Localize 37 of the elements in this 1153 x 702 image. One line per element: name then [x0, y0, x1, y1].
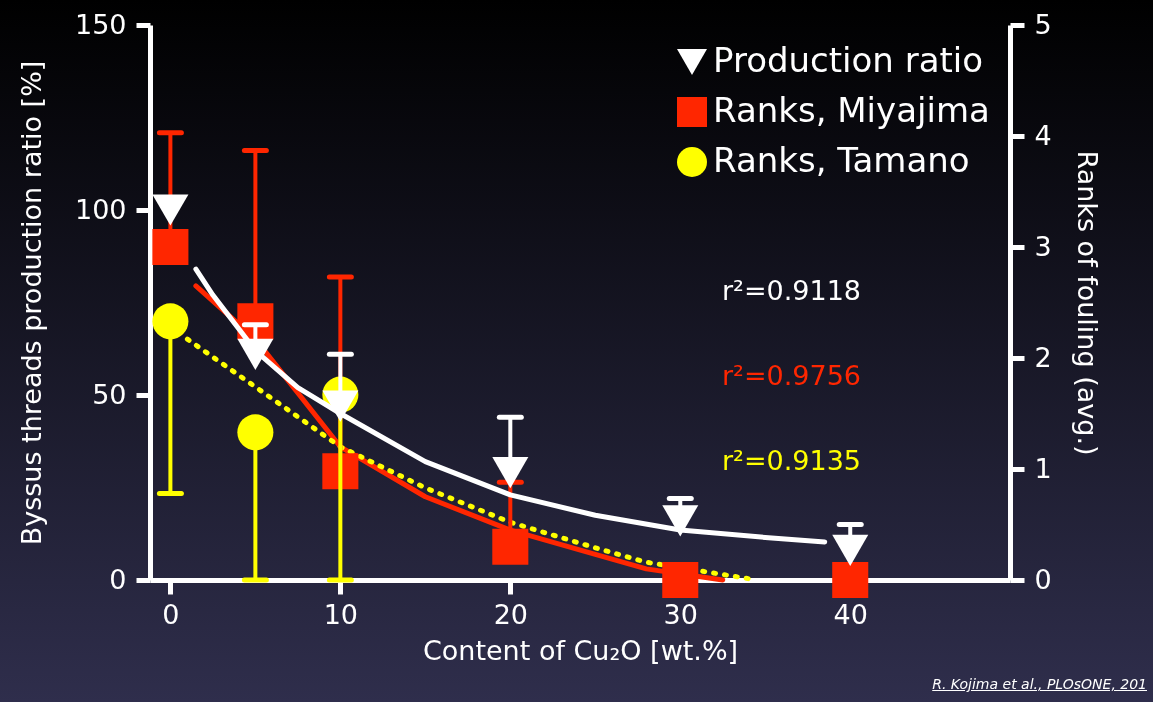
x-tick-label: 40: [833, 598, 868, 630]
annotation: r²=0.9118: [722, 275, 862, 306]
legend-label: Production ratio: [713, 40, 984, 80]
point: [662, 561, 699, 599]
y2-tick-label: 4: [1034, 119, 1052, 151]
y-axis-title: Byssus threads production ratio [%]: [15, 60, 47, 546]
point: [492, 528, 529, 565]
point: [832, 561, 869, 599]
legend-label: Ranks, Tamano: [713, 140, 970, 180]
point: [152, 303, 189, 340]
y2-tick-label: 5: [1034, 8, 1052, 40]
x-tick-label: 30: [663, 598, 698, 630]
y-tick-label: 100: [74, 193, 127, 225]
y2-tick-label: 3: [1034, 230, 1052, 262]
point: [832, 534, 869, 567]
y2-tick-label: 2: [1034, 341, 1052, 373]
text: R. Kojima et al., PLOsONE, 201: [932, 676, 1147, 692]
y2-tick-label: 1: [1034, 452, 1052, 484]
point: [662, 505, 699, 537]
legend-label: Ranks, Miyajima: [713, 90, 990, 130]
y-tick-label: 150: [74, 8, 127, 40]
y2-tick-label: 0: [1034, 563, 1052, 595]
x-tick-label: 0: [162, 598, 180, 630]
x-tick-label: 10: [323, 598, 359, 630]
annotation: r²=0.9135: [722, 445, 862, 476]
point: [322, 390, 359, 422]
y2-axis-title: Ranks of fouling (avg.): [1071, 150, 1103, 456]
x-axis-title: Content of Cu₂O [wt.%]: [422, 634, 739, 666]
x-tick-label: 20: [493, 598, 528, 630]
point: [237, 338, 274, 370]
annotation: r²=0.9756: [722, 360, 862, 391]
y-tick-label: 0: [109, 563, 127, 595]
y-tick-label: 50: [92, 378, 127, 410]
point: [237, 414, 274, 451]
point: [152, 228, 189, 266]
point: [152, 194, 189, 226]
point: [492, 457, 529, 489]
